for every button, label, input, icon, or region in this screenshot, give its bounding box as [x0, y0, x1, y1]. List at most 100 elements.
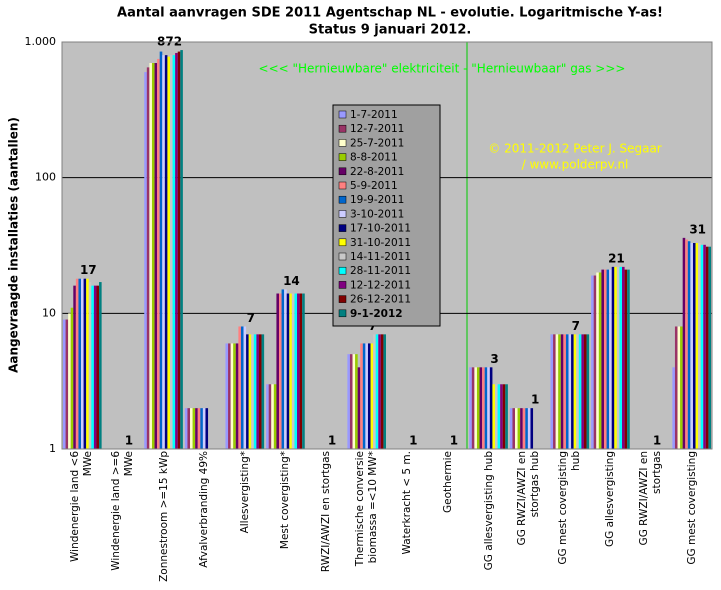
bar	[88, 282, 92, 449]
x-tick-label: GG allesvergisting	[603, 451, 616, 548]
bar	[93, 285, 97, 449]
bar	[273, 384, 277, 449]
bar	[505, 384, 508, 449]
data-label: 1	[653, 434, 661, 448]
bar	[515, 408, 518, 449]
bar	[192, 408, 196, 449]
bar	[680, 326, 683, 449]
legend-swatch	[338, 210, 347, 218]
bar	[525, 408, 528, 449]
bar	[576, 334, 579, 449]
bar	[581, 334, 584, 449]
y-tick-label: 10	[42, 306, 56, 319]
chart-subtitle: Status 9 januari 2012.	[309, 23, 472, 38]
legend-swatch	[338, 252, 347, 261]
bar	[705, 246, 709, 449]
legend-label: 31-10-2011	[350, 237, 411, 249]
bar	[172, 55, 176, 449]
bar	[624, 269, 628, 449]
bar	[225, 343, 229, 449]
legend-swatch	[338, 124, 347, 133]
bar	[276, 293, 279, 449]
legend-label: 26-12-2011	[350, 294, 411, 306]
bar	[489, 367, 493, 449]
bar	[502, 384, 506, 449]
plot-border	[61, 41, 713, 450]
bar	[497, 384, 501, 449]
bar	[246, 334, 249, 449]
data-label: 1	[328, 434, 336, 448]
bar	[349, 354, 353, 449]
bar	[479, 367, 483, 449]
bar	[692, 242, 696, 449]
data-label: 31	[689, 222, 706, 236]
bar	[230, 343, 234, 449]
bar	[86, 278, 89, 449]
bar	[469, 367, 472, 449]
legend-swatch	[338, 224, 347, 232]
bar	[672, 367, 675, 449]
legend-swatch	[338, 181, 347, 190]
legend-label: 28-11-2011	[350, 265, 411, 277]
bar	[611, 266, 615, 449]
data-label: 7	[247, 311, 255, 325]
bar	[378, 334, 381, 449]
bar	[698, 242, 701, 449]
bar	[256, 334, 259, 449]
bar	[601, 269, 604, 449]
data-label: 1	[531, 393, 539, 407]
legend-label: 19-9-2011	[350, 194, 404, 206]
bar	[492, 384, 495, 449]
legend-swatch	[338, 167, 347, 176]
bar	[604, 269, 607, 449]
bar	[268, 384, 272, 449]
bar	[73, 285, 76, 449]
legend-swatch	[338, 238, 347, 247]
bar	[573, 334, 577, 449]
x-tick-label: Zonnestroom >=15 kWp	[157, 451, 170, 582]
bar	[565, 334, 569, 449]
data-label: 21	[608, 251, 625, 265]
legend-label: 25-7-2011	[350, 137, 404, 149]
legend-label: 22-8-2011	[350, 166, 404, 178]
bar	[609, 269, 612, 449]
bar	[291, 293, 295, 449]
data-label: 17	[80, 263, 97, 277]
bar	[355, 354, 358, 449]
bar	[495, 384, 498, 449]
bar	[284, 289, 287, 449]
bar	[553, 334, 556, 449]
legend-swatch	[338, 266, 347, 275]
bar	[677, 326, 681, 449]
x-tick-label: GG RWZI/AWZI en stortgas hub	[516, 451, 542, 546]
bar	[362, 343, 366, 449]
bar	[373, 334, 376, 449]
bar	[233, 343, 236, 449]
bar	[195, 408, 198, 449]
bar	[157, 58, 160, 450]
bar	[200, 408, 203, 449]
bar	[281, 289, 285, 449]
annotation: © 2011-2012 Peter J. Segaar	[488, 142, 662, 156]
bar	[685, 239, 688, 449]
bar	[228, 343, 231, 449]
bar	[586, 334, 590, 449]
bar	[151, 63, 155, 449]
legend-swatch	[338, 309, 347, 318]
bar	[527, 408, 531, 449]
data-label: 1	[125, 434, 133, 448]
bar	[302, 293, 305, 449]
bar	[520, 408, 523, 449]
bar	[65, 319, 69, 449]
bar	[202, 408, 206, 449]
bar	[251, 334, 254, 449]
chart-title: Aantal aanvragen SDE 2011 Agentschap NL …	[117, 6, 663, 21]
bar	[83, 278, 87, 449]
legend-label: 8-8-2011	[350, 152, 398, 164]
bar	[571, 334, 574, 449]
bar	[70, 307, 74, 449]
bar	[240, 326, 244, 449]
bar	[175, 52, 178, 450]
bar	[258, 334, 262, 449]
